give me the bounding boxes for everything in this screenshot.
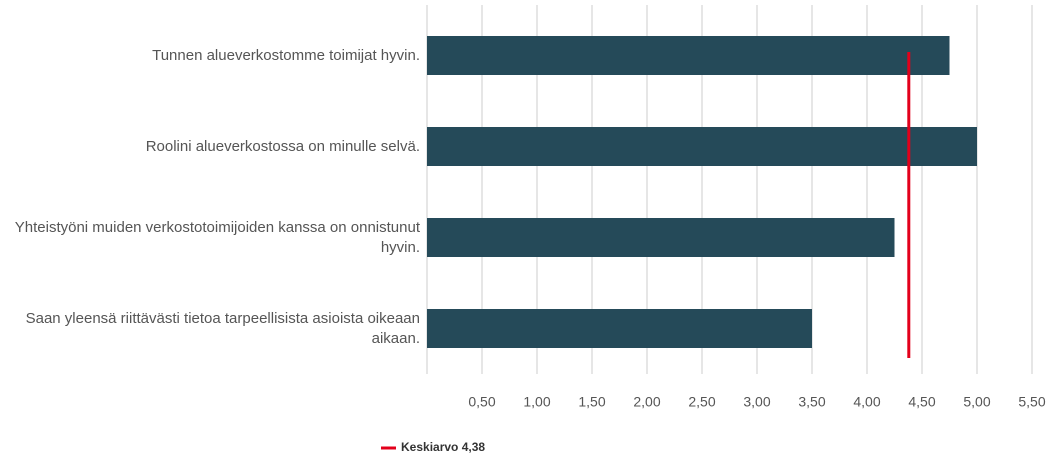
x-tick-label: 2,00 xyxy=(633,394,660,410)
x-tick-label: 5,50 xyxy=(1018,394,1045,410)
x-tick-label: 4,00 xyxy=(853,394,880,410)
x-tick-label: 1,00 xyxy=(523,394,550,410)
bar xyxy=(427,309,812,348)
bar xyxy=(427,218,895,257)
x-tick-label: 0,50 xyxy=(468,394,495,410)
bar xyxy=(427,36,950,75)
x-tick-label: 1,50 xyxy=(578,394,605,410)
x-tick-label: 4,50 xyxy=(908,394,935,410)
category-label: Yhteistyöni muiden verkostotoimijoiden k… xyxy=(14,218,420,256)
category-label: Roolini alueverkostossa on minulle selvä… xyxy=(145,137,420,155)
x-tick-label: 5,00 xyxy=(963,394,990,410)
category-label: Saan yleensä riittävästi tietoa tarpeell… xyxy=(25,309,420,347)
x-tick-label: 2,50 xyxy=(688,394,715,410)
x-tick-label: 3,00 xyxy=(743,394,770,410)
x-tick-label: 3,50 xyxy=(798,394,825,410)
legend-label: Keskiarvo 4,38 xyxy=(401,440,485,454)
bar xyxy=(427,127,977,166)
category-label: Tunnen alueverkostomme toimijat hyvin. xyxy=(152,46,420,64)
